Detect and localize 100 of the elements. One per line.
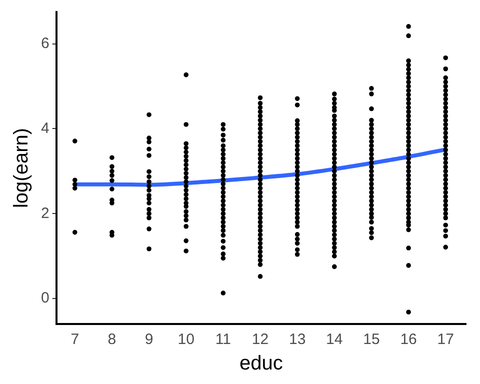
point [258,134,263,140]
point [369,134,374,140]
point [406,143,411,148]
point [220,198,226,204]
point [146,174,152,180]
point [369,152,374,157]
point [146,146,152,152]
point [406,80,411,84]
point [294,126,300,132]
point [332,130,337,136]
point [369,130,374,136]
point [258,105,263,110]
point [369,235,374,240]
point [294,102,300,108]
point [294,215,300,220]
point [406,194,411,200]
point [332,108,337,113]
point [332,160,337,166]
point [294,202,300,208]
point [332,224,337,229]
point [294,240,300,246]
point [332,236,337,242]
point [110,155,114,160]
point [258,211,263,216]
point [406,164,411,170]
point [332,168,337,174]
point [443,96,448,102]
point [294,164,300,170]
point [406,105,411,110]
point [332,254,337,258]
point [332,245,337,250]
point [294,194,300,200]
point [258,249,263,254]
point [184,218,188,222]
point [332,148,337,152]
point [369,160,374,166]
point [146,211,152,216]
point [258,148,263,152]
point [443,202,448,208]
point [406,202,411,208]
point [406,168,411,174]
point [294,156,300,161]
point [369,173,374,178]
x-axis-title: educ [239,352,283,375]
point [406,96,411,102]
point [258,177,263,182]
point [443,234,448,239]
point [332,228,337,234]
x-tick-label: 10 [178,331,194,348]
point [443,122,448,127]
point [294,130,300,136]
point [406,156,411,161]
point [332,194,337,200]
point [184,150,188,154]
point [258,274,263,279]
point [72,138,78,144]
point [443,222,448,228]
point [258,126,263,132]
point [406,109,411,114]
point [332,100,337,106]
point [258,190,263,195]
point [258,228,263,234]
point [332,240,337,246]
point [406,118,411,123]
point [406,215,411,220]
point [220,256,226,261]
point [369,126,374,132]
point [146,215,152,220]
point [110,173,114,178]
point [369,186,374,191]
point [443,118,448,123]
point [443,152,448,157]
point [220,232,226,238]
point [443,148,448,152]
point [332,164,337,170]
point [110,186,114,192]
point [110,164,114,169]
point [220,160,226,166]
point [220,252,226,256]
point [184,188,188,193]
point [443,126,448,132]
point [406,186,411,191]
point [332,173,337,178]
point [258,220,263,225]
x-tick-label: 9 [144,331,154,348]
point [443,190,448,195]
point [406,84,411,89]
point [184,224,188,229]
point [258,182,263,186]
point [332,190,337,195]
point [443,130,448,136]
point [294,152,300,157]
point [369,230,374,236]
point [258,202,263,208]
point [443,228,448,234]
point [406,148,411,152]
point [406,182,411,186]
point [146,112,152,118]
point [72,230,78,235]
point [146,188,152,193]
